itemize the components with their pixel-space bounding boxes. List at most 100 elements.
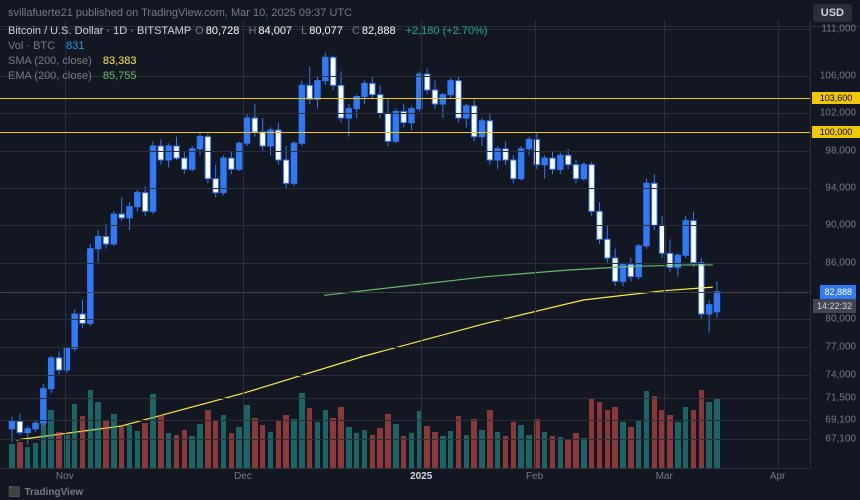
chart-area[interactable]: 103,600100,000 [0,20,810,468]
volume-bar [401,436,406,468]
volume-bars [0,388,810,468]
volume-bar [260,425,265,468]
volume-bar [581,438,586,468]
volume-bar [25,447,30,468]
volume-bar [620,422,625,468]
volume-bar [652,396,657,468]
volume-bar [276,421,281,468]
current-price-line [0,292,810,293]
y-tick-label: 67,100 [825,434,856,445]
volume-bar [236,427,241,468]
volume-bar [432,432,437,468]
volume-bar [119,427,124,468]
volume-bar [72,404,77,468]
volume-bar [550,436,555,468]
y-axis: 111,000106,000102,00098,00094,00090,0008… [810,20,860,468]
volume-bar [440,436,445,468]
volume-bar [41,424,46,468]
x-tick-label: Apr [770,471,786,482]
volume-bar [221,415,226,468]
volume-bar [542,432,547,468]
x-tick-label: 2025 [410,471,432,482]
volume-bar [471,419,476,468]
volume-bar [315,422,320,468]
y-tick-label: 77,000 [825,341,856,352]
change-value: +2,180 (+2.70%) [406,24,488,39]
volume-bar [80,416,85,468]
volume-bar [511,422,516,468]
volume-value: 831 [66,39,84,54]
x-tick-label: Feb [526,471,543,482]
volume-bar [636,421,641,468]
volume-bar [565,439,570,468]
volume-bar [197,424,202,468]
x-tick-label: Nov [56,471,74,482]
tradingview-logo-icon: ⬛ [8,487,20,498]
horizontal-line[interactable] [0,98,810,99]
y-tick-label: 86,000 [825,257,856,268]
volume-bar [291,419,296,468]
symbol-title: Bitcoin / U.S. Dollar · 1D · BITSTAMP [8,24,191,39]
footer: ⬛ TradingView [0,484,860,500]
volume-bar [558,437,563,468]
volume-bar [244,405,249,468]
volume-bar [393,424,398,468]
volume-bar [667,415,672,468]
y-tick-label: 90,000 [825,220,856,231]
volume-bar [479,430,484,468]
y-tick-label: 106,000 [820,71,856,82]
y-tick-label: 69,100 [825,415,856,426]
volume-bar [33,443,38,468]
volume-bar [307,408,312,468]
volume-bar [448,431,453,468]
volume-bar [503,436,508,468]
volume-label: Vol · BTC [8,39,55,54]
volume-bar [182,430,187,468]
volume-bar [385,414,390,468]
volume-bar [518,425,523,468]
y-tick-label: 80,000 [825,313,856,324]
volume-bar [95,402,100,468]
volume-bar [299,393,304,468]
volume-bar [158,415,163,468]
volume-bar [338,407,343,468]
volume-bar [675,422,680,468]
volume-bar [150,394,155,468]
x-tick-label: Mar [656,471,673,482]
volume-bar [456,416,461,468]
volume-bar [495,432,500,468]
ohlc-values: O80,728 H84,007 L80,077 C82,888 [195,24,401,39]
volume-bar [103,421,108,468]
volume-bar [377,428,382,468]
volume-bar [142,423,147,468]
y-tick-label: 94,000 [825,183,856,194]
current-price-label: 82,888 [820,285,856,299]
volume-bar [424,426,429,468]
volume-bar [346,427,351,468]
volume-bar [612,407,617,468]
volume-bar [252,418,257,468]
volume-bar [362,430,367,468]
volume-bar [189,436,194,468]
x-tick-label: Dec [234,471,252,482]
y-tick-label: 111,000 [821,24,856,35]
volume-bar [213,421,218,468]
volume-bar [56,432,61,468]
volume-bar [699,390,704,468]
y-tick-label: 102,000 [820,108,856,119]
countdown-label: 14:22:32 [813,299,856,313]
volume-bar [589,398,594,468]
volume-bar [628,427,633,468]
volume-bar [706,402,711,468]
volume-bar [268,432,273,468]
horizontal-line[interactable] [0,132,810,133]
chart-info-panel: Bitcoin / U.S. Dollar · 1D · BITSTAMP O8… [8,24,488,84]
sma-label: SMA (200, close) [8,54,92,69]
volume-bar [683,407,688,468]
tradingview-logo-text: TradingView [24,487,83,498]
ema-value: 85,755 [103,69,137,84]
volume-bar [283,415,288,468]
volume-bar [330,418,335,468]
sma-value: 83,383 [103,54,137,69]
volume-bar [135,431,140,468]
